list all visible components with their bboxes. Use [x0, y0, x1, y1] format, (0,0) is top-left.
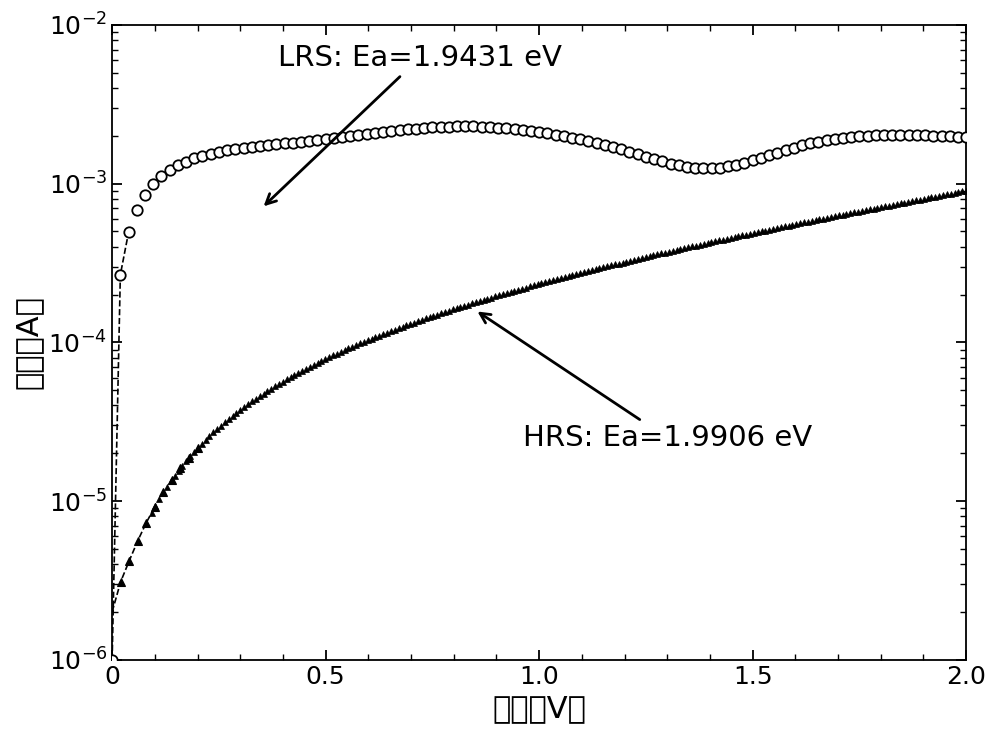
Text: LRS: Ea=1.9431 eV: LRS: Ea=1.9431 eV: [266, 44, 562, 204]
X-axis label: 电压（V）: 电压（V）: [492, 694, 586, 723]
Text: HRS: Ea=1.9906 eV: HRS: Ea=1.9906 eV: [480, 313, 812, 452]
Y-axis label: 电流（A）: 电流（A）: [14, 296, 43, 389]
